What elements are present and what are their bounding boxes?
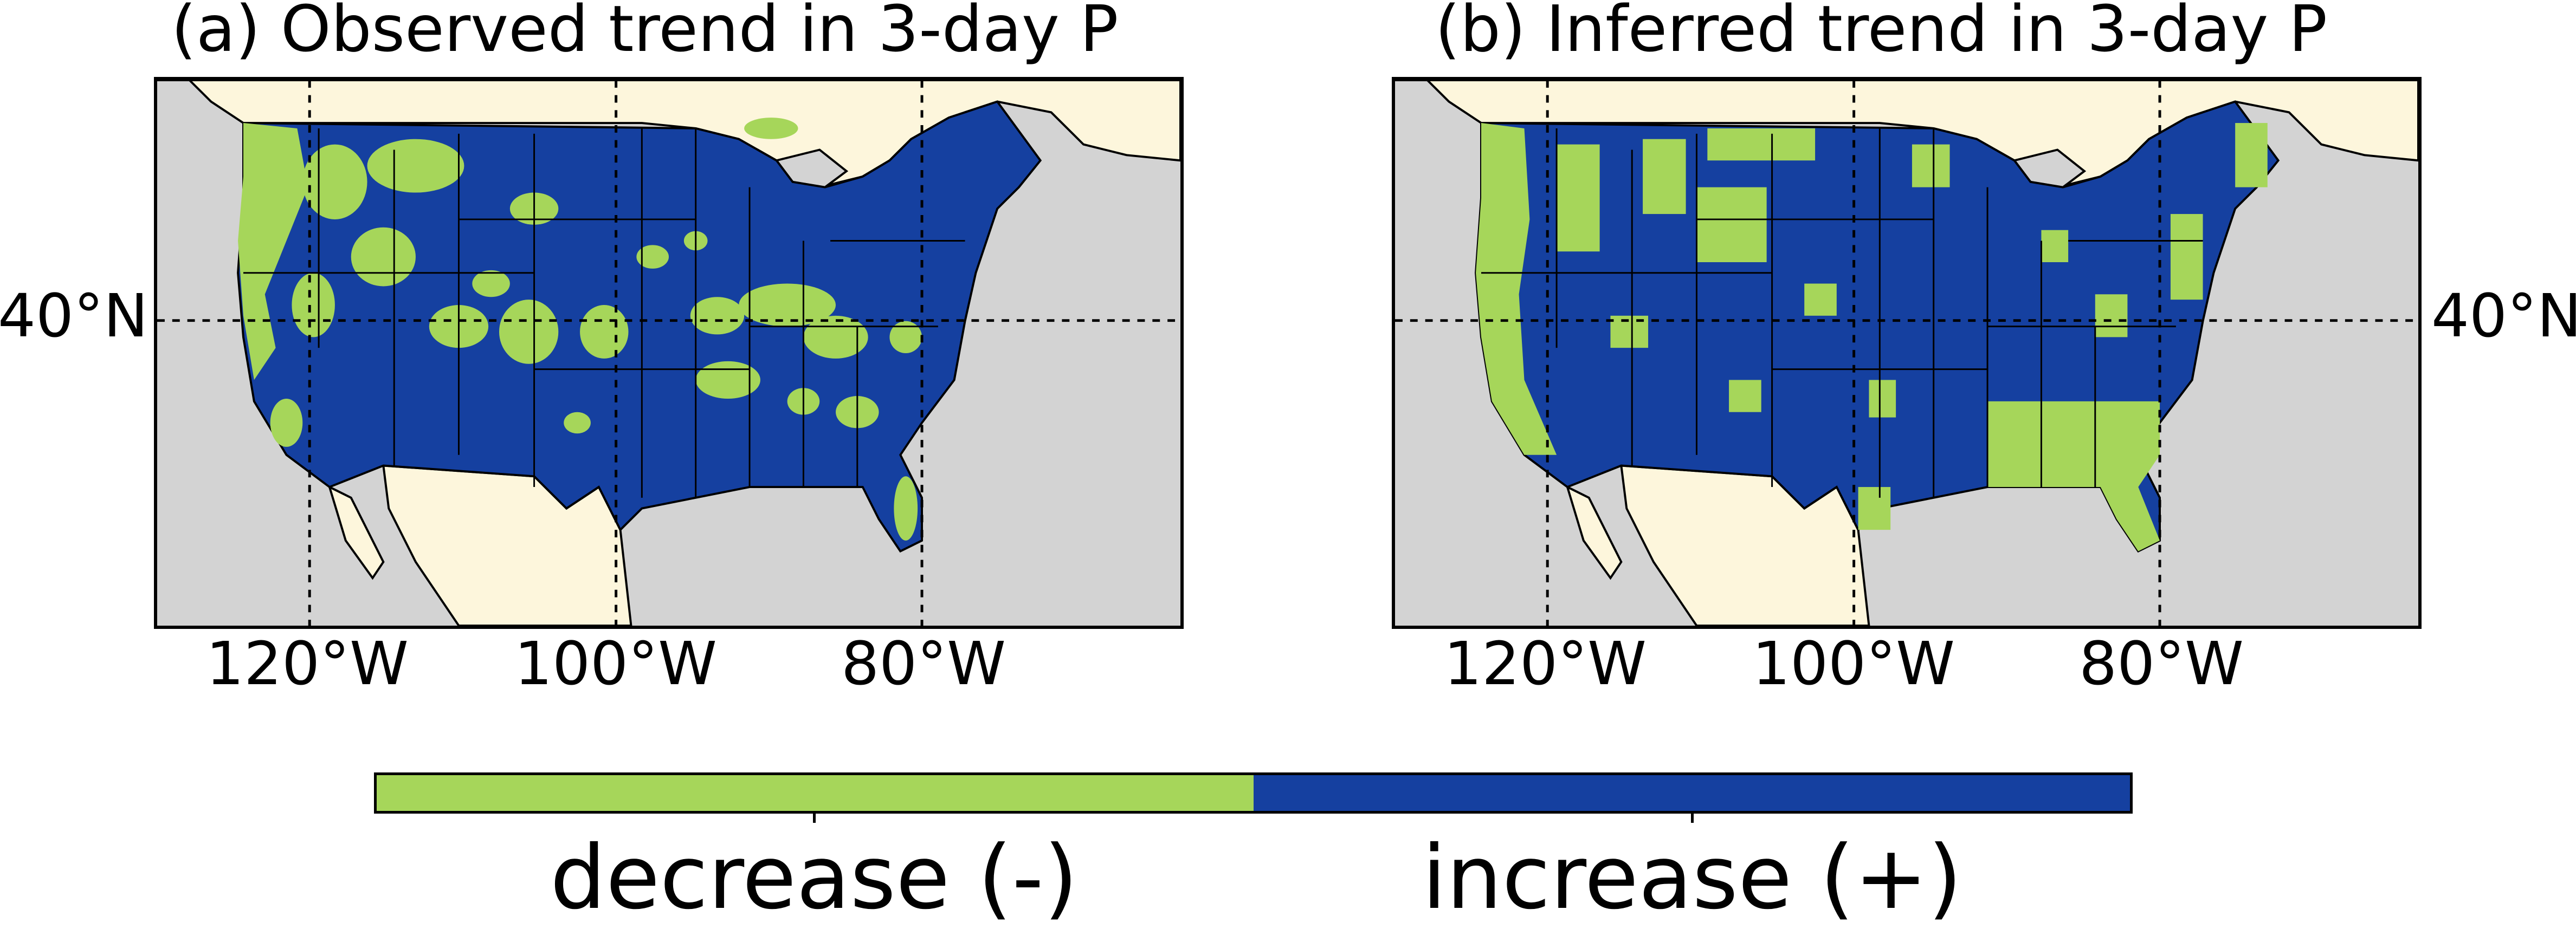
colorbar-decrease-swatch — [377, 775, 1254, 811]
panel-a-lon-tick-80w: 80°W — [841, 629, 1006, 698]
observed-trend-map — [157, 80, 1180, 626]
colorbar — [374, 772, 2133, 814]
panel-b-lon-tick-100w: 100°W — [1752, 629, 1955, 698]
panel-a-lon-tick-120w: 120°W — [206, 629, 409, 698]
panel-b-title: (b) Inferred trend in 3-day P — [1435, 0, 2328, 66]
decrease-regions — [1476, 123, 2268, 551]
map-panel-inferred — [1392, 77, 2422, 629]
colorbar-increase-swatch — [1253, 775, 2130, 811]
panel-a-lon-tick-100w: 100°W — [514, 629, 717, 698]
map-panel-observed — [154, 77, 1184, 629]
panel-b-lon-tick-120w: 120°W — [1444, 629, 1647, 698]
colorbar-label-increase: increase (+) — [1422, 827, 1962, 929]
inferred-trend-map — [1395, 80, 2418, 626]
colorbar-tick-decrease — [813, 811, 816, 823]
panel-a-lat-tick: 40°N — [0, 281, 149, 350]
panel-b-lon-tick-80w: 80°W — [2079, 629, 2244, 698]
colorbar-label-decrease: decrease (-) — [550, 827, 1078, 929]
panel-a-title: (a) Observed trend in 3-day P — [171, 0, 1119, 66]
colorbar-tick-increase — [1691, 811, 1694, 823]
panel-b-lat-tick: 40°N — [2431, 281, 2576, 350]
